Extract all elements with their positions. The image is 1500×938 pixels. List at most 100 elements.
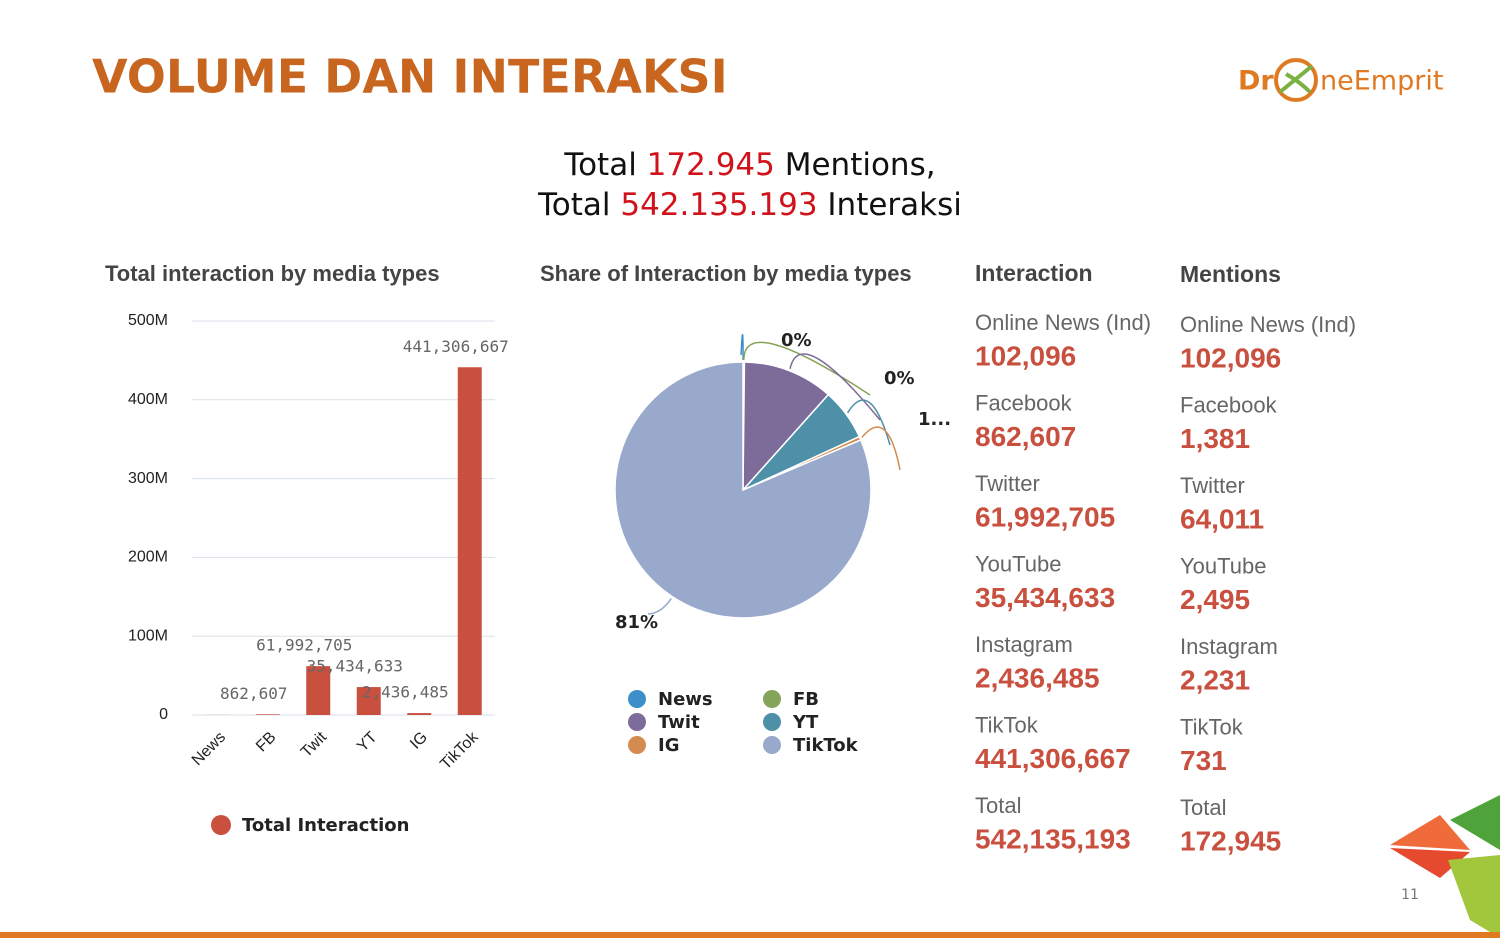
headline: Total 542.135.193 Interaksi	[537, 187, 962, 223]
logo-text: Dr	[1238, 66, 1274, 97]
chart-title: Total interaction by media types	[105, 261, 440, 286]
chart-title: Share of Interaction by media types	[540, 261, 912, 286]
pie-slice	[614, 361, 872, 619]
row-value: 102,096	[975, 340, 1076, 371]
headline-text: Mentions,	[775, 147, 936, 183]
logo: Dr neEmprit	[1238, 58, 1443, 102]
legend-label: Total Interaction	[242, 815, 409, 836]
row-label: TikTok	[1180, 714, 1244, 739]
decoration	[1390, 795, 1500, 938]
headline-number: 542.135.193	[620, 187, 817, 223]
legend-marker	[628, 713, 646, 731]
row-value: 35,434,633	[975, 582, 1115, 613]
leaf	[1450, 795, 1500, 850]
legend-label: FB	[793, 689, 819, 710]
x-tick-label: Twit	[298, 728, 331, 761]
data-label: 441,306,667	[403, 337, 509, 356]
row-label: Online News (Ind)	[1180, 312, 1356, 337]
legend-marker	[211, 815, 231, 835]
legend-marker	[763, 713, 781, 731]
row-label: YouTube	[975, 551, 1061, 576]
y-tick-label: 500M	[128, 312, 168, 329]
row-label: Total	[975, 793, 1021, 818]
legend-marker	[763, 690, 781, 708]
x-tick-label: News	[189, 729, 229, 769]
slide-title: VOLUME DAN INTERAKSI	[92, 50, 728, 104]
row-value: 542,135,193	[975, 823, 1131, 854]
row-value: 441,306,667	[975, 743, 1131, 774]
legend-label: TikTok	[793, 735, 859, 756]
row-label: Instagram	[975, 632, 1073, 657]
headline-text: Total	[563, 147, 646, 183]
row-value: 2,495	[1180, 584, 1250, 615]
data-label: 2,436,485	[362, 683, 449, 702]
legend-label: News	[658, 689, 713, 710]
row-label: YouTube	[1180, 553, 1266, 578]
row-value: 1,381	[1180, 423, 1250, 454]
bar	[356, 687, 381, 715]
row-label: Twitter	[975, 471, 1040, 496]
x-tick-label: FB	[253, 729, 279, 755]
row-value: 61,992,705	[975, 501, 1115, 532]
data-label: 61,992,705	[256, 636, 352, 655]
y-tick-label: 0	[159, 706, 168, 723]
row-value: 2,436,485	[975, 662, 1100, 693]
bar	[407, 713, 432, 715]
row-label: Twitter	[1180, 473, 1245, 498]
data-label: 0%	[884, 368, 915, 389]
data-label: 81%	[615, 612, 658, 633]
data-label: 0%	[781, 330, 812, 351]
row-label: Total	[1180, 795, 1226, 820]
logo-text: neEmprit	[1320, 66, 1443, 97]
logo-icon	[1274, 58, 1318, 102]
bar	[306, 666, 331, 715]
row-value: 102,096	[1180, 342, 1281, 373]
data-label: 862,607	[220, 684, 287, 703]
row-value: 731	[1180, 745, 1227, 776]
table-header: Mentions	[1180, 261, 1281, 287]
y-tick-label: 400M	[128, 391, 168, 408]
y-tick-label: 100M	[128, 627, 168, 644]
x-tick-label: TikTok	[437, 728, 482, 773]
pie-slice	[742, 361, 830, 492]
row-value: 862,607	[975, 421, 1076, 452]
x-tick-label: YT	[354, 729, 381, 756]
headline-text: Total	[537, 187, 620, 223]
legend-marker	[628, 736, 646, 754]
headline-text: Interaksi	[818, 187, 962, 223]
leader-line	[647, 598, 672, 615]
y-tick-label: 300M	[128, 470, 168, 487]
bar	[255, 714, 280, 715]
leader-line	[740, 334, 744, 361]
footer-bar	[0, 932, 1500, 938]
legend-label: Twit	[658, 712, 700, 733]
row-label: Instagram	[1180, 634, 1278, 659]
logo-icon	[1278, 64, 1314, 94]
row-label: Facebook	[1180, 392, 1278, 417]
leaf	[1448, 855, 1500, 938]
leaf	[1390, 848, 1470, 878]
y-tick-label: 200M	[128, 549, 168, 566]
leaf	[1390, 815, 1470, 850]
legend-marker	[763, 736, 781, 754]
page-number: 11	[1401, 887, 1419, 903]
x-tick-label: IG	[407, 729, 431, 753]
row-label: Facebook	[975, 390, 1073, 415]
legend-label: IG	[658, 735, 679, 756]
legend-marker	[628, 690, 646, 708]
data-label: 1...	[918, 409, 951, 430]
leader-line	[861, 426, 901, 471]
row-label: Online News (Ind)	[975, 310, 1151, 335]
row-value: 172,945	[1180, 825, 1281, 856]
row-value: 64,011	[1180, 503, 1264, 534]
bar	[457, 367, 482, 715]
row-label: TikTok	[975, 712, 1039, 737]
table-header: Interaction	[975, 260, 1093, 286]
legend-label: YT	[792, 712, 819, 733]
data-label: 35,434,633	[307, 657, 403, 676]
headline: Total 172.945 Mentions,	[563, 147, 935, 183]
row-value: 2,231	[1180, 664, 1250, 695]
headline-number: 172.945	[647, 147, 775, 183]
